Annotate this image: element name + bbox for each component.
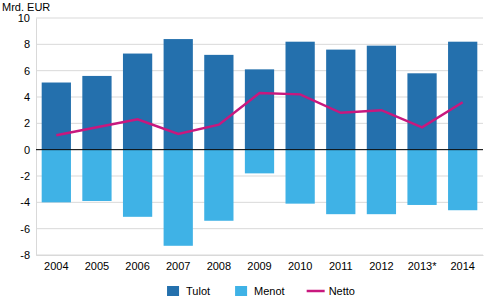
bar	[367, 150, 396, 215]
x-tick: 2005	[85, 255, 109, 272]
bar	[245, 150, 274, 174]
y-axis: -8 -6 -4 -2 0 2 4 6 8 10	[18, 12, 37, 261]
y-axis-line	[36, 19, 37, 256]
bar	[42, 150, 71, 203]
x-tick: 2009	[247, 255, 271, 272]
chart: -8-6-4-202468102004200520062007200820092…	[0, 0, 491, 302]
bar	[82, 150, 111, 201]
y-tick: -8	[20, 249, 36, 261]
y-axis-title: Mrd. EUR	[2, 1, 50, 13]
legend-label: Tulot	[186, 285, 210, 297]
bar	[82, 76, 111, 150]
y-tick: 2	[24, 117, 36, 129]
grid	[36, 18, 483, 255]
grid-line	[36, 228, 483, 229]
x-tick: 2013*	[408, 255, 437, 272]
bar	[123, 150, 152, 217]
y-tick-label: 0	[24, 144, 30, 156]
zero-line	[36, 149, 483, 150]
x-tick: 2007	[166, 255, 190, 272]
bar	[204, 150, 233, 221]
bar	[407, 150, 436, 205]
bar	[204, 55, 233, 150]
y-tick: -6	[20, 223, 36, 235]
y-tick-label: 4	[24, 91, 30, 103]
legend: Tulot Menot Netto	[167, 285, 355, 297]
marks	[42, 39, 478, 246]
x-tick-label: 2010	[288, 260, 312, 272]
x-tick-label: 2013*	[408, 260, 437, 272]
legend-label: Netto	[329, 285, 355, 297]
x-tick-label: 2004	[44, 260, 68, 272]
y-tick: 4	[24, 91, 36, 103]
grid-line	[36, 149, 483, 150]
grid-line	[36, 255, 483, 256]
y-tick-label: -4	[20, 196, 30, 208]
bar-series	[42, 150, 478, 246]
legend-symbol	[235, 286, 247, 296]
y-tick: 8	[24, 38, 36, 50]
bar	[326, 50, 355, 150]
x-tick: 2010	[288, 255, 312, 272]
x-tick-label: 2014	[450, 260, 474, 272]
x-tick-label: 2011	[329, 260, 353, 272]
bar	[448, 150, 477, 211]
bar	[245, 69, 274, 149]
bar-series	[42, 39, 478, 150]
bar	[326, 150, 355, 215]
x-tick-label: 2008	[207, 260, 231, 272]
legend-item: Netto	[307, 285, 355, 297]
line-marks	[56, 93, 462, 135]
legend-symbol	[167, 286, 179, 296]
x-tick: 2008	[207, 255, 231, 272]
x-tick-label: 2012	[369, 260, 393, 272]
plot: -8-6-4-202468102004200520062007200820092…	[18, 12, 484, 272]
bar	[164, 150, 193, 246]
x-tick: 2011	[329, 255, 353, 272]
y-tick-label: -2	[20, 170, 30, 182]
x-tick: 2004	[44, 255, 68, 272]
legend-label: Menot	[254, 285, 285, 297]
bar	[123, 54, 152, 150]
y-tick: 6	[24, 65, 36, 77]
y-tick: -2	[20, 170, 36, 182]
bar	[448, 42, 477, 150]
x-tick-label: 2005	[85, 260, 109, 272]
x-tick: 2012	[369, 255, 393, 272]
y-tick-label: 8	[24, 38, 30, 50]
bar	[407, 73, 436, 149]
y-tick-label: 2	[24, 117, 30, 129]
x-tick-label: 2009	[247, 260, 271, 272]
x-tick: 2006	[125, 255, 149, 272]
x-tick-label: 2006	[125, 260, 149, 272]
grid-line	[36, 18, 483, 19]
grid-line	[36, 44, 483, 45]
line	[56, 93, 462, 135]
y-tick: 0	[24, 144, 36, 156]
bar	[286, 150, 315, 204]
x-axis-line	[37, 255, 484, 256]
legend-item: Menot	[235, 285, 285, 297]
bar	[367, 46, 396, 150]
y-tick-label: 10	[18, 12, 30, 24]
x-axis: 2004 2005 2006 2007 2008 2009 2010 2011 2012 2013…	[37, 255, 484, 272]
y-tick-label: 6	[24, 65, 30, 77]
y-tick-label: -6	[20, 223, 30, 235]
legend-symbol	[307, 290, 325, 293]
x-tick-label: 2007	[166, 260, 190, 272]
x-tick: 2014	[450, 255, 474, 272]
legend-item: Tulot	[167, 285, 210, 297]
y-tick: -4	[20, 196, 36, 208]
y-tick-label: -8	[20, 249, 30, 261]
y-tick: 10	[18, 12, 36, 24]
bar	[42, 83, 71, 150]
